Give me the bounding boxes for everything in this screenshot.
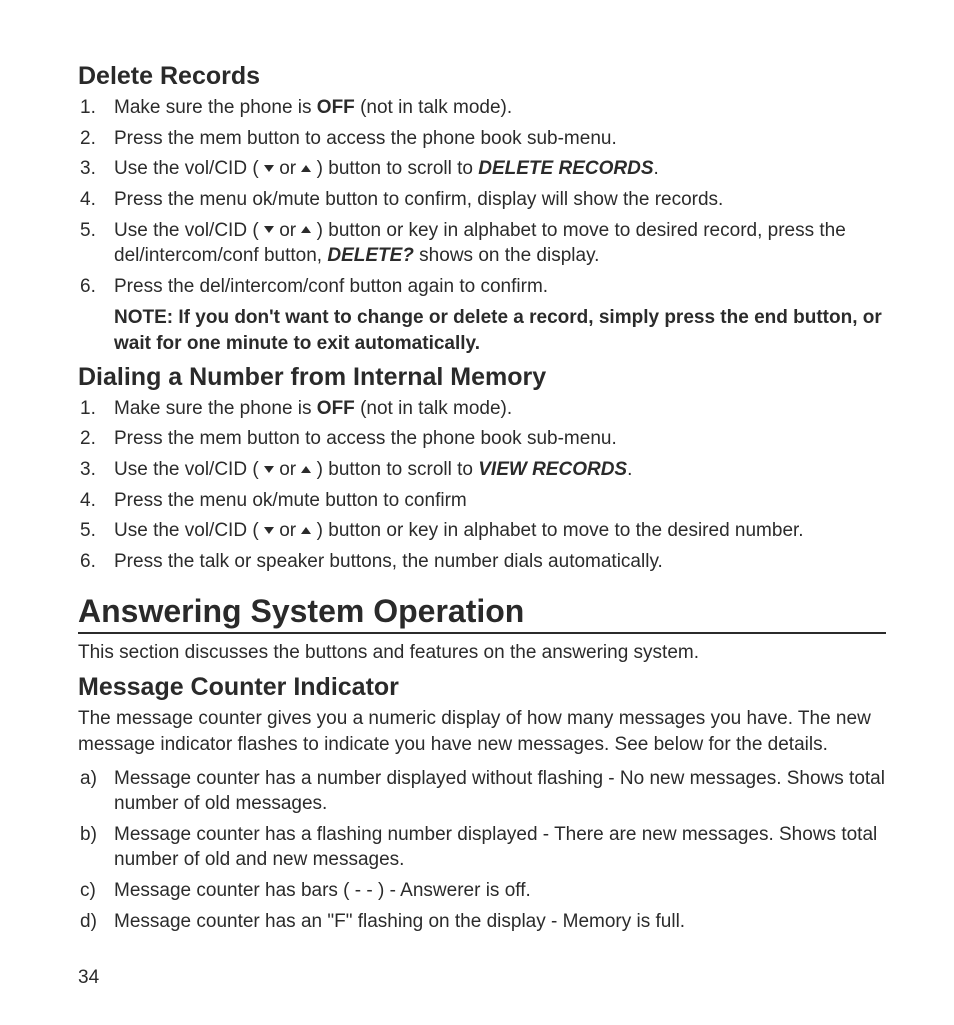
- list-letter: c): [80, 878, 96, 904]
- up-arrow-icon: [301, 466, 311, 473]
- text: ) button or key in alphabet to move to t…: [311, 520, 803, 541]
- text: (not in talk mode).: [355, 398, 512, 419]
- list-item: b) Message counter has a flashing number…: [78, 822, 886, 873]
- list-number: 5.: [80, 518, 96, 544]
- text: ) button to scroll to: [311, 158, 478, 179]
- list-number: 3.: [80, 457, 96, 483]
- text: ) button to scroll to: [311, 459, 478, 480]
- list-item: 3. Use the vol/CID ( or ) button to scro…: [78, 457, 886, 483]
- list-item: 5. Use the vol/CID ( or ) button or key …: [78, 218, 886, 269]
- paragraph: The message counter gives you a numeric …: [78, 706, 886, 757]
- list-item: 2. Press the mem button to access the ph…: [78, 426, 886, 452]
- text: Press the mem button to access the phone…: [114, 428, 617, 449]
- list-item: 4. Press the menu ok/mute button to conf…: [78, 187, 886, 213]
- page-number: 34: [78, 967, 99, 989]
- list-item: a) Message counter has a number displaye…: [78, 766, 886, 817]
- list-item: 1. Make sure the phone is OFF (not in ta…: [78, 95, 886, 121]
- text: Message counter has an "F" flashing on t…: [114, 911, 685, 932]
- list-item: d) Message counter has an "F" flashing o…: [78, 909, 886, 935]
- list-item: 1. Make sure the phone is OFF (not in ta…: [78, 396, 886, 422]
- list-number: 6.: [80, 549, 96, 575]
- list-number: 4.: [80, 488, 96, 514]
- text: Press the menu ok/mute button to confirm: [114, 490, 467, 511]
- text: shows on the display.: [414, 245, 600, 266]
- list-dialing: 1. Make sure the phone is OFF (not in ta…: [78, 396, 886, 575]
- list-number: 2.: [80, 426, 96, 452]
- paragraph: This section discusses the buttons and f…: [78, 640, 886, 666]
- heading-delete-records: Delete Records: [78, 62, 886, 91]
- text: Make sure the phone is: [114, 398, 317, 419]
- text: .: [654, 158, 659, 179]
- text: Press the mem button to access the phone…: [114, 128, 617, 149]
- text: Use the vol/CID (: [114, 520, 264, 541]
- list-item: 4. Press the menu ok/mute button to conf…: [78, 488, 886, 514]
- text: Message counter has bars ( - - ) - Answe…: [114, 880, 531, 901]
- list-number: 6.: [80, 274, 96, 300]
- list-item: 6. Press the del/intercom/conf button ag…: [78, 274, 886, 300]
- text: or: [274, 520, 301, 541]
- list-message-counter: a) Message counter has a number displaye…: [78, 766, 886, 935]
- down-arrow-icon: [264, 527, 274, 534]
- text: Press the del/intercom/conf button again…: [114, 276, 548, 297]
- list-number: 4.: [80, 187, 96, 213]
- text: or: [274, 459, 301, 480]
- up-arrow-icon: [301, 527, 311, 534]
- text: or: [274, 220, 301, 241]
- heading-answering-system: Answering System Operation: [78, 593, 886, 634]
- down-arrow-icon: [264, 466, 274, 473]
- list-item: 2. Press the mem button to access the ph…: [78, 126, 886, 152]
- down-arrow-icon: [264, 226, 274, 233]
- list-item: 3. Use the vol/CID ( or ) button to scro…: [78, 156, 886, 182]
- text: Use the vol/CID (: [114, 220, 264, 241]
- text: Message counter has a number displayed w…: [114, 768, 885, 815]
- text: Press the talk or speaker buttons, the n…: [114, 551, 663, 572]
- bold-text: OFF: [317, 398, 355, 419]
- text: or: [274, 158, 301, 179]
- heading-message-counter: Message Counter Indicator: [78, 673, 886, 702]
- list-number: 3.: [80, 156, 96, 182]
- list-letter: b): [80, 822, 97, 848]
- list-item: 5. Use the vol/CID ( or ) button or key …: [78, 518, 886, 544]
- text: Use the vol/CID (: [114, 158, 264, 179]
- text: Press the menu ok/mute button to confirm…: [114, 189, 723, 210]
- down-arrow-icon: [264, 165, 274, 172]
- bolditalic-text: DELETE?: [327, 245, 414, 266]
- list-letter: a): [80, 766, 97, 792]
- note-text: NOTE: If you don't want to change or del…: [78, 305, 886, 356]
- list-item: c) Message counter has bars ( - - ) - An…: [78, 878, 886, 904]
- list-item: 6. Press the talk or speaker buttons, th…: [78, 549, 886, 575]
- text: Message counter has a flashing number di…: [114, 824, 877, 871]
- heading-dialing: Dialing a Number from Internal Memory: [78, 363, 886, 392]
- list-number: 1.: [80, 396, 96, 422]
- list-number: 2.: [80, 126, 96, 152]
- bolditalic-text: DELETE RECORDS: [478, 158, 653, 179]
- text: .: [627, 459, 632, 480]
- list-delete-records: 1. Make sure the phone is OFF (not in ta…: [78, 95, 886, 299]
- text: Use the vol/CID (: [114, 459, 264, 480]
- up-arrow-icon: [301, 165, 311, 172]
- list-number: 1.: [80, 95, 96, 121]
- up-arrow-icon: [301, 226, 311, 233]
- list-letter: d): [80, 909, 97, 935]
- bolditalic-text: VIEW RECORDS: [478, 459, 627, 480]
- bold-text: OFF: [317, 97, 355, 118]
- text: (not in talk mode).: [355, 97, 512, 118]
- text: Make sure the phone is: [114, 97, 317, 118]
- list-number: 5.: [80, 218, 96, 244]
